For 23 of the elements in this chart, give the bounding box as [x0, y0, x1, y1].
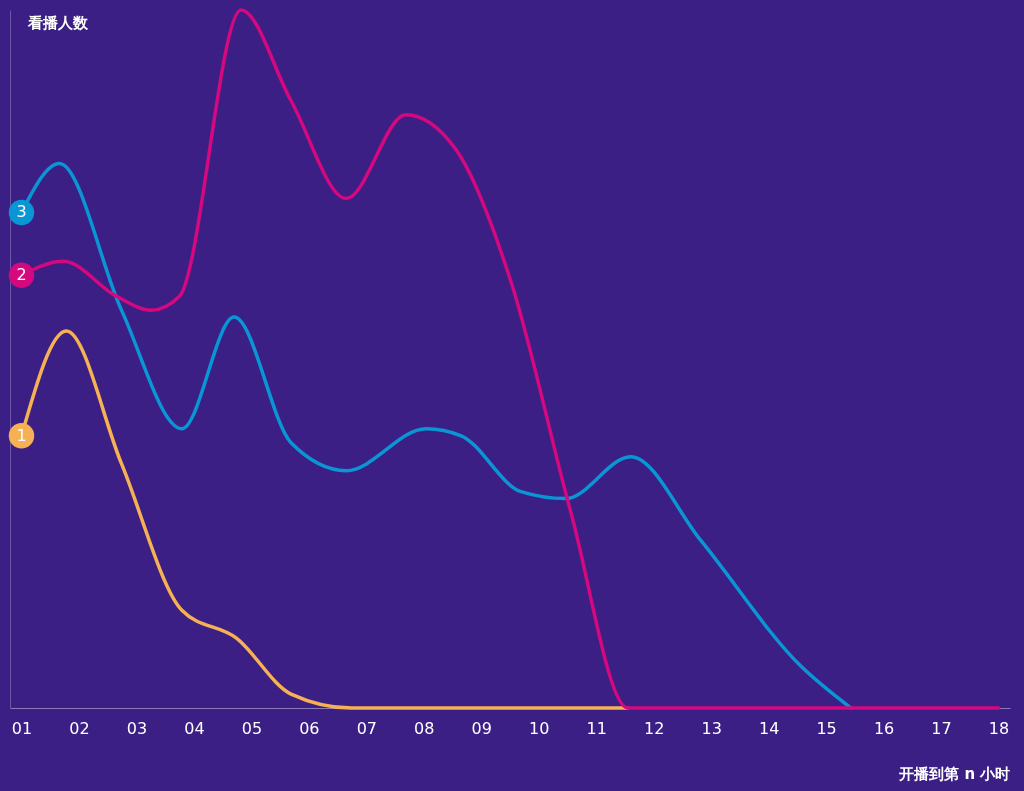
x-tick-label: 01	[11, 718, 33, 738]
x-tick-label: 16	[873, 718, 895, 738]
x-tick-label: 12	[644, 718, 665, 738]
x-tick-label: 06	[299, 718, 320, 738]
x-tick-label: 11	[586, 718, 607, 738]
x-tick-label: 14	[758, 718, 780, 738]
x-tick-label: 05	[241, 718, 263, 738]
x-tick-label: 15	[816, 718, 837, 738]
x-tick-label: 04	[184, 718, 205, 738]
x-tick-label: 03	[126, 718, 148, 738]
x-tick-label: 07	[356, 718, 377, 738]
x-tick-label: 13	[701, 718, 722, 738]
x-tick-label: 17	[931, 718, 952, 738]
x-tick-label: 10	[529, 718, 550, 738]
series-label: 1	[16, 425, 27, 445]
y-axis-title: 看播人数	[26, 13, 89, 32]
x-tick-label: 02	[69, 718, 90, 738]
x-tick-label: 08	[414, 718, 435, 738]
x-tick-label: 09	[471, 718, 492, 738]
series-label: 2	[16, 265, 27, 285]
series-label: 3	[16, 202, 27, 222]
x-tick-label: 18	[988, 718, 1010, 738]
x-axis-title: 开播到第 n 小时	[898, 764, 1011, 783]
